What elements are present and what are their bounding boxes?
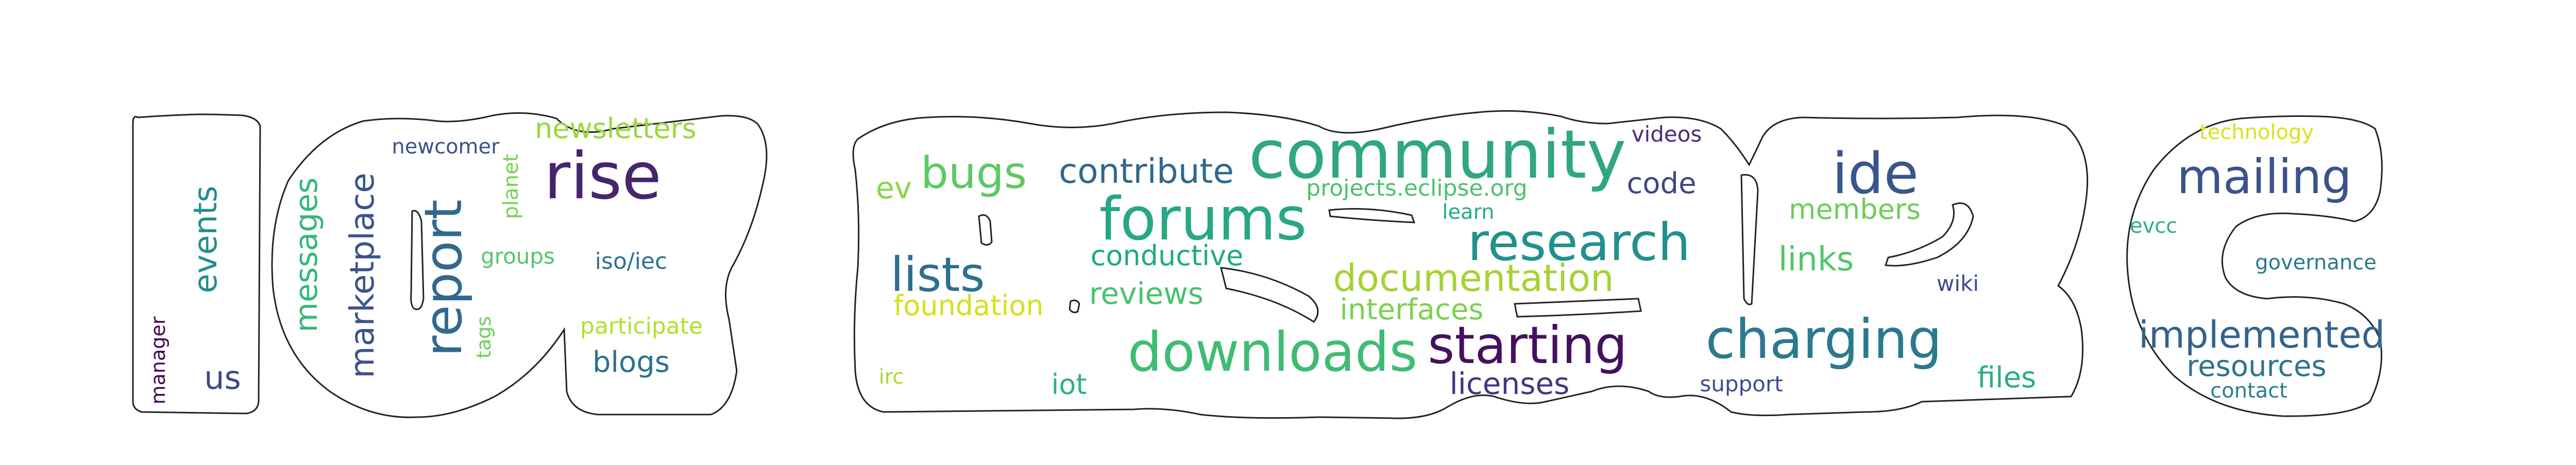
word-us: us	[204, 359, 241, 397]
outline-letter-c	[2126, 115, 2383, 417]
word-iso-iec: iso/iec	[595, 248, 667, 274]
outline-e-notch-4	[1514, 298, 1642, 318]
word-blogs: blogs	[592, 346, 670, 379]
word-links: links	[1778, 240, 1854, 279]
word-community: community	[1248, 115, 1626, 194]
outline-o-hole	[410, 210, 425, 311]
word-projects-eclipse-org: projects.eclipse.org	[1306, 175, 1527, 201]
word-irc: irc	[879, 365, 904, 389]
word-lists: lists	[890, 247, 985, 302]
outline-e-notch-6	[1884, 202, 1974, 267]
word-planet: planet	[499, 154, 523, 219]
word-documentation: documentation	[1333, 256, 1614, 300]
word-reviews: reviews	[1089, 276, 1204, 311]
word-newcomer: newcomer	[392, 135, 500, 159]
letter-outlines	[132, 110, 2383, 419]
word-tags: tags	[472, 316, 495, 358]
word-learn: learn	[1442, 200, 1494, 224]
word-iot: iot	[1051, 368, 1087, 401]
word-contact: contact	[2210, 379, 2287, 403]
outline-e-notch-5	[1740, 174, 1759, 305]
word-governance: governance	[2255, 251, 2377, 274]
word-groups: groups	[481, 244, 555, 269]
word-starting: starting	[1428, 315, 1628, 375]
outline-letter-e	[852, 110, 2089, 419]
word-newsletters: newsletters	[535, 112, 697, 145]
word-videos: videos	[1632, 122, 1702, 147]
word-wiki: wiki	[1937, 271, 1979, 296]
word-report: report	[413, 199, 473, 356]
word-research: research	[1468, 212, 1691, 272]
outline-letter-i	[132, 113, 261, 415]
outline-e-notch-2	[1328, 208, 1416, 223]
outline-e-notch-3	[1220, 267, 1319, 323]
word-mailing: mailing	[2177, 149, 2351, 204]
word-ide: ide	[1832, 141, 1919, 206]
word-interfaces: interfaces	[1340, 293, 1484, 326]
word-foundation: foundation	[893, 289, 1043, 322]
word-implemented: implemented	[2139, 313, 2385, 356]
word-marketplace: marketplace	[344, 173, 382, 378]
word-code: code	[1626, 167, 1696, 200]
word-contribute: contribute	[1059, 151, 1234, 191]
word-bugs: bugs	[921, 148, 1027, 199]
word-conductive: conductive	[1091, 239, 1244, 272]
word-files: files	[1977, 361, 2036, 394]
word-rise: rise	[544, 139, 662, 214]
word-manager: manager	[147, 316, 170, 404]
word-participate: participate	[580, 313, 703, 339]
word-licenses: licenses	[1450, 366, 1570, 401]
word-technology: technology	[2199, 120, 2314, 144]
word-messages: messages	[289, 178, 325, 333]
outline-e-notch-1	[978, 214, 993, 246]
word-ev: ev	[876, 170, 912, 205]
outline-e-notch-7	[1069, 299, 1080, 314]
word-members: members	[1789, 193, 1921, 226]
outline-letter-o	[271, 112, 768, 418]
word-forums: forums	[1099, 185, 1307, 254]
words-layer: community forums downloads starting char…	[147, 112, 2385, 404]
word-downloads: downloads	[1128, 321, 1417, 384]
word-evcc: evcc	[2130, 214, 2177, 238]
word-events: events	[187, 186, 224, 294]
word-support: support	[1700, 371, 1783, 397]
word-resources: resources	[2187, 350, 2326, 383]
word-charging: charging	[1706, 308, 1942, 371]
